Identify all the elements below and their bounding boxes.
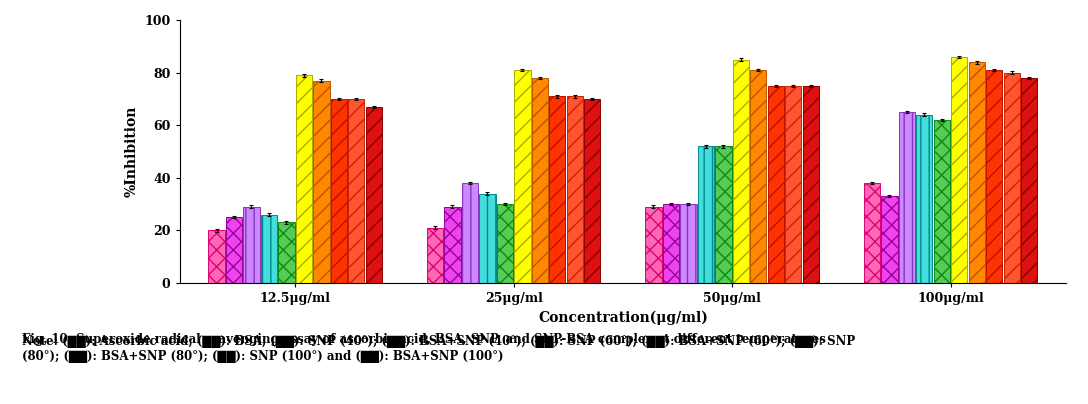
- Bar: [348, 99, 364, 283]
- Bar: [864, 183, 880, 283]
- Bar: [296, 75, 312, 283]
- Bar: [261, 215, 277, 283]
- Text: Note: (██): Ascorbic acid; (██): BSA; (██): SNP (40°); (██): BSA+SNP (40°); (██): Note: (██): Ascorbic acid; (██): BSA; (█…: [22, 335, 855, 363]
- Bar: [916, 115, 932, 283]
- Bar: [986, 70, 1002, 283]
- Bar: [480, 194, 495, 283]
- Bar: [768, 86, 784, 283]
- Bar: [532, 78, 548, 283]
- Text: Fig. 10: Superoxide radical scavenging assay of ascorbic acid, BSA, SNP, and SNP: Fig. 10: Superoxide radical scavenging a…: [22, 333, 826, 346]
- Bar: [663, 204, 679, 283]
- Bar: [279, 222, 295, 283]
- Bar: [645, 207, 662, 283]
- Bar: [515, 70, 531, 283]
- Bar: [244, 207, 260, 283]
- Bar: [444, 207, 460, 283]
- Bar: [899, 112, 915, 283]
- Bar: [461, 183, 478, 283]
- Bar: [313, 81, 330, 283]
- Bar: [1022, 78, 1037, 283]
- Bar: [584, 99, 601, 283]
- Bar: [549, 97, 566, 283]
- Y-axis label: %Inhibition: %Inhibition: [125, 106, 138, 197]
- Bar: [209, 230, 224, 283]
- Bar: [751, 70, 766, 283]
- Bar: [331, 99, 347, 283]
- Bar: [881, 196, 898, 283]
- Bar: [786, 86, 802, 283]
- Bar: [426, 228, 443, 283]
- Bar: [680, 204, 696, 283]
- Bar: [497, 204, 514, 283]
- Bar: [715, 146, 731, 283]
- Bar: [226, 217, 243, 283]
- Bar: [803, 86, 819, 283]
- Bar: [951, 57, 967, 283]
- Bar: [732, 60, 749, 283]
- Bar: [366, 107, 382, 283]
- X-axis label: Concentration(μg/ml): Concentration(μg/ml): [537, 310, 708, 325]
- Bar: [934, 120, 950, 283]
- Bar: [567, 97, 583, 283]
- Bar: [697, 146, 714, 283]
- Bar: [968, 62, 985, 283]
- Bar: [1003, 73, 1019, 283]
